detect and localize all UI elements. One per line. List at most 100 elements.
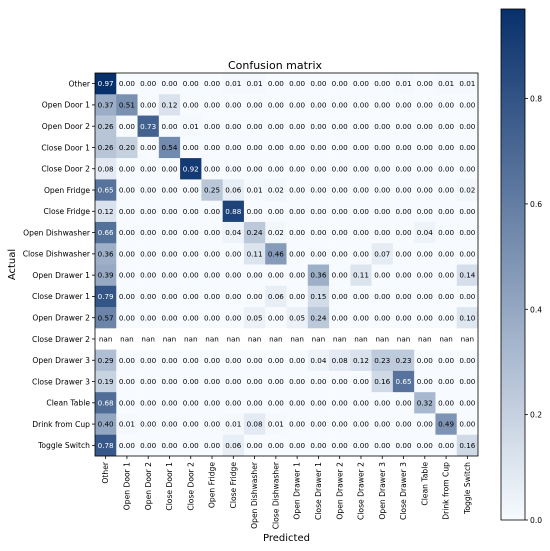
heatmap-cell bbox=[180, 221, 202, 244]
heatmap-cell bbox=[350, 158, 372, 180]
cell-value-label: 0.12 bbox=[98, 207, 114, 216]
heatmap-cell bbox=[456, 179, 479, 201]
heatmap-cell bbox=[307, 200, 330, 223]
heatmap-cell bbox=[222, 413, 245, 436]
heatmap-cell bbox=[392, 158, 415, 180]
cell-value-label: 0.00 bbox=[204, 398, 220, 407]
heatmap-cell bbox=[435, 328, 458, 350]
heatmap-cell bbox=[137, 243, 160, 265]
cell-value-label: 0.00 bbox=[161, 164, 177, 173]
heatmap-cell bbox=[350, 200, 372, 223]
heatmap-cell bbox=[307, 413, 330, 436]
cell-value-label: 0.00 bbox=[225, 271, 241, 280]
heatmap-cell bbox=[222, 115, 245, 138]
heatmap-cell bbox=[435, 73, 458, 95]
cell-value-label: 0.00 bbox=[119, 186, 135, 195]
heatmap-cell bbox=[350, 328, 372, 350]
cell-value-label: 0.00 bbox=[417, 249, 433, 258]
heatmap-cell bbox=[180, 264, 202, 287]
x-tick-label: Open Fridge bbox=[208, 462, 217, 508]
heatmap-cell bbox=[286, 94, 309, 116]
heatmap-cell bbox=[350, 243, 372, 265]
cell-value-label: 0.00 bbox=[140, 164, 156, 173]
heatmap-cell bbox=[95, 285, 117, 308]
heatmap-cell bbox=[307, 370, 330, 393]
cell-value-label: 0.00 bbox=[183, 356, 199, 365]
heatmap-cell bbox=[456, 158, 479, 180]
cell-value-label: 0.00 bbox=[289, 271, 305, 280]
cell-value-label: 0.00 bbox=[289, 441, 305, 450]
heatmap-cell bbox=[243, 158, 266, 180]
cell-value-label: 0.00 bbox=[353, 420, 369, 429]
heatmap-cell bbox=[456, 115, 479, 138]
cell-value-label: 0.00 bbox=[417, 164, 433, 173]
cell-value-label: 0.00 bbox=[247, 441, 263, 450]
cell-value-label: 0.00 bbox=[332, 207, 348, 216]
cell-value-label: 0.01 bbox=[225, 79, 241, 88]
cell-value-label: 0.00 bbox=[119, 164, 135, 173]
heatmap-cell bbox=[414, 94, 436, 116]
heatmap-cell bbox=[414, 221, 436, 244]
cell-value-label: 0.00 bbox=[374, 122, 390, 131]
y-tick-label: Drink from Cup bbox=[32, 420, 90, 429]
y-tick-labels: Other Open Door 1 Open Door 2 Close Door 1 C… bbox=[23, 79, 95, 450]
cell-value-label: 0.25 bbox=[204, 186, 220, 195]
cell-value-label: 0.01 bbox=[268, 420, 284, 429]
heatmap-cell bbox=[350, 94, 372, 116]
cell-value-label: 0.16 bbox=[459, 441, 475, 450]
cell-value-label: 0.00 bbox=[268, 377, 284, 386]
heatmap-cell bbox=[201, 392, 223, 414]
heatmap-cell bbox=[329, 285, 351, 308]
cell-value-label: 0.00 bbox=[161, 398, 177, 407]
cell-value-label: 0.00 bbox=[140, 420, 156, 429]
heatmap-cell bbox=[222, 392, 245, 414]
heatmap-cell bbox=[307, 328, 330, 350]
heatmap-cell bbox=[201, 264, 223, 287]
heatmap-cell bbox=[158, 136, 181, 159]
cell-value-label: 0.00 bbox=[183, 79, 199, 88]
cell-value-label: 0.05 bbox=[289, 313, 305, 322]
cell-value-label: 0.16 bbox=[374, 377, 390, 386]
heatmap-cell bbox=[137, 413, 160, 436]
cell-value-label: 0.00 bbox=[374, 186, 390, 195]
heatmap-cell bbox=[286, 307, 309, 329]
cell-value-label: 0.00 bbox=[459, 228, 475, 237]
cell-value-label: 0.79 bbox=[98, 292, 114, 301]
cell-value-label: 0.00 bbox=[268, 143, 284, 152]
cell-value-label: 0.00 bbox=[204, 249, 220, 258]
heatmap-cell bbox=[201, 243, 223, 265]
y-tick-label: Open Fridge bbox=[44, 186, 90, 195]
heatmap-cell bbox=[414, 264, 436, 287]
cell-value-label: nan bbox=[163, 335, 177, 344]
cell-value-label: 0.49 bbox=[438, 420, 454, 429]
heatmap-cell bbox=[243, 243, 266, 265]
heatmap-cell bbox=[329, 434, 351, 457]
cell-value-label: 0.00 bbox=[353, 207, 369, 216]
cell-value-label: 0.00 bbox=[140, 398, 156, 407]
cell-value-label: 0.00 bbox=[140, 249, 156, 258]
heatmap-cell bbox=[414, 158, 436, 180]
cell-value-label: 0.00 bbox=[374, 101, 390, 110]
heatmap-cell bbox=[265, 328, 287, 350]
colorbar-tick-label: 0.4 bbox=[530, 305, 542, 314]
heatmap-cell bbox=[435, 434, 458, 457]
heatmap-cell bbox=[307, 221, 330, 244]
heatmap-cell bbox=[180, 328, 202, 350]
heatmap-cell bbox=[414, 285, 436, 308]
y-tick-label: Open Door 1 bbox=[42, 101, 90, 110]
cell-value-label: 0.00 bbox=[204, 122, 220, 131]
heatmap-cell bbox=[243, 73, 266, 95]
heatmap-cell bbox=[286, 200, 309, 223]
cell-value-label: 0.00 bbox=[225, 122, 241, 131]
heatmap-cell bbox=[201, 73, 223, 95]
y-tick-label: Close Door 2 bbox=[41, 165, 90, 174]
heatmap-cell bbox=[392, 115, 415, 138]
y-tick-label: Open Door 2 bbox=[42, 122, 90, 131]
cell-value-label: 0.00 bbox=[396, 186, 412, 195]
heatmap-cell bbox=[95, 136, 117, 159]
heatmap-cell bbox=[116, 115, 138, 138]
cell-value-label: 0.00 bbox=[310, 122, 326, 131]
cell-value-label: 0.08 bbox=[247, 420, 263, 429]
